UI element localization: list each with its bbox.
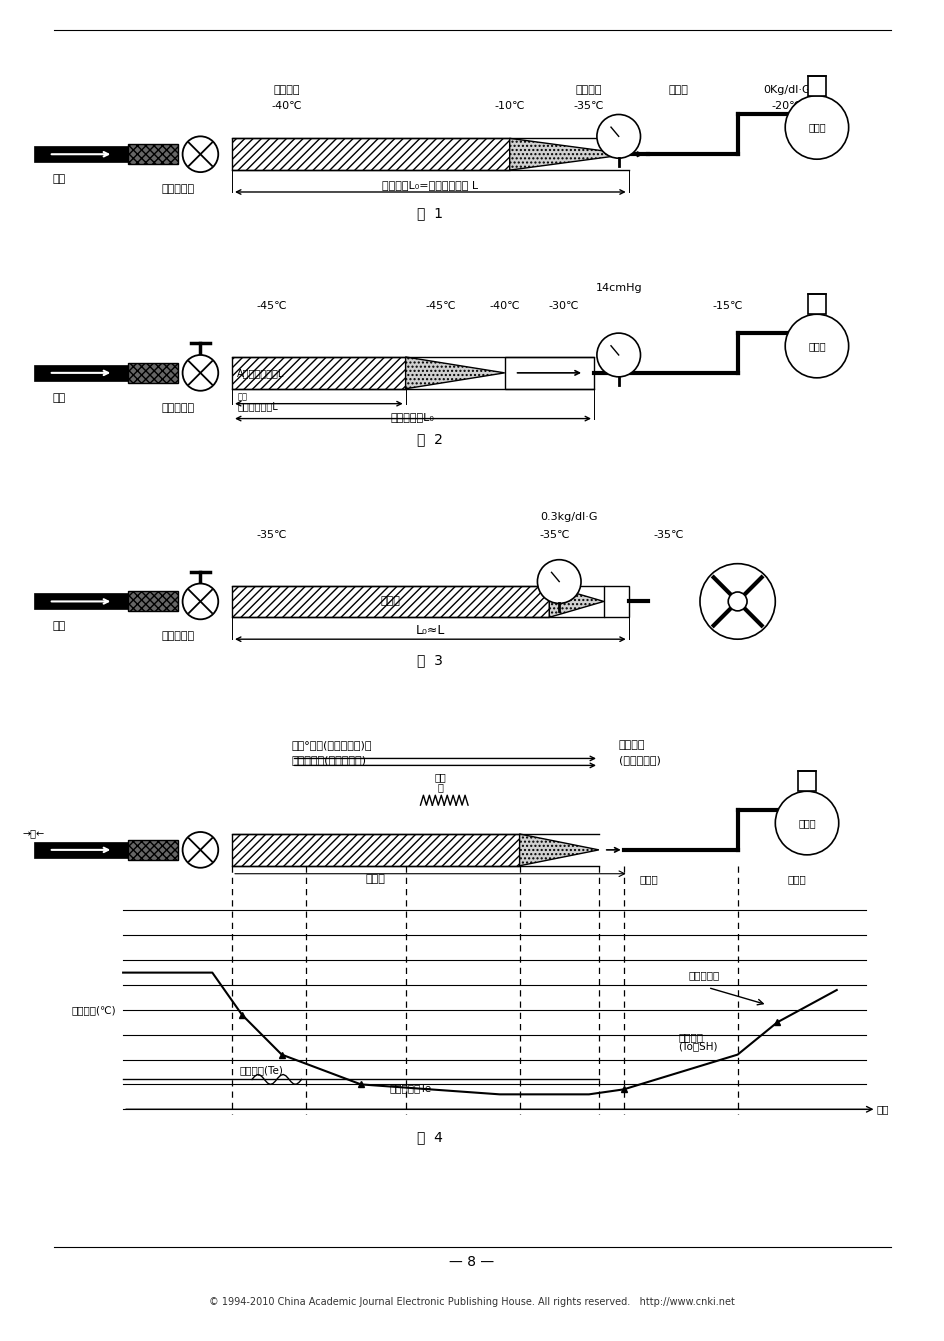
Bar — [128, 145, 177, 164]
Text: 图  3: 图 3 — [417, 653, 443, 666]
Text: 蒸发器长L₀=蒸发器有效长 L: 蒸发器长L₀=蒸发器有效长 L — [382, 180, 478, 190]
Bar — [603, 586, 628, 617]
Text: -45℃: -45℃ — [425, 302, 455, 311]
Text: 图  1: 图 1 — [417, 205, 443, 220]
Text: 液体: 液体 — [52, 174, 65, 184]
Circle shape — [774, 791, 838, 854]
Text: 入口温度(Te): 入口温度(Te) — [240, 1066, 283, 1075]
Bar — [807, 75, 825, 95]
Circle shape — [597, 333, 640, 377]
Circle shape — [728, 591, 747, 611]
Text: 吸入管: 吸入管 — [638, 874, 657, 884]
Text: 器有: 器有 — [237, 393, 246, 402]
Bar — [232, 834, 519, 866]
Text: 压缩机: 压缩机 — [807, 341, 825, 351]
Text: 各部温度(℃): 各部温度(℃) — [71, 1004, 115, 1015]
Polygon shape — [548, 586, 603, 617]
Bar — [34, 842, 128, 858]
Text: 液体°气体(有制冷能力)〉: 液体°气体(有制冷能力)〉 — [292, 740, 372, 751]
Text: 手动膨胀阀: 手动膨胀阀 — [160, 184, 194, 194]
Text: 图  4: 图 4 — [417, 1130, 443, 1144]
Circle shape — [182, 583, 218, 620]
Text: 量: 量 — [437, 782, 443, 793]
Text: 液体: 液体 — [52, 393, 65, 402]
Text: 残露: 残露 — [434, 772, 446, 782]
Text: 压缩机: 压缩机 — [787, 874, 805, 884]
Circle shape — [784, 314, 848, 378]
Text: 入口温度: 入口温度 — [273, 84, 299, 95]
Circle shape — [182, 355, 218, 390]
Text: -15℃: -15℃ — [712, 302, 742, 311]
Text: (无制冷能力): (无制冷能力) — [618, 755, 660, 766]
Polygon shape — [405, 357, 504, 389]
Bar — [232, 586, 548, 617]
Text: -35℃: -35℃ — [652, 530, 683, 540]
Text: © 1994-2010 China Academic Journal Electronic Publishing House. All rights reser: © 1994-2010 China Academic Journal Elect… — [209, 1297, 734, 1307]
Text: 蒸发器长：L₀: 蒸发器长：L₀ — [390, 412, 434, 421]
Text: 压缩机: 压缩机 — [807, 122, 825, 133]
Text: 蒸发器有效长L: 蒸发器有效长L — [237, 401, 278, 412]
Text: -35℃: -35℃ — [256, 530, 287, 540]
Bar — [34, 365, 128, 381]
Bar — [34, 594, 128, 609]
Text: -35℃: -35℃ — [538, 530, 569, 540]
Text: 位置: 位置 — [875, 1104, 888, 1114]
Circle shape — [784, 95, 848, 160]
Text: 0Kg/dl·G: 0Kg/dl·G — [763, 84, 810, 95]
Text: →液←: →液← — [23, 827, 45, 838]
Text: 14cmHg: 14cmHg — [595, 283, 641, 294]
Bar — [128, 839, 177, 860]
Circle shape — [700, 563, 774, 640]
Text: 蒸发器: 蒸发器 — [380, 597, 400, 606]
Text: -35℃: -35℃ — [573, 102, 603, 111]
Text: -10℃: -10℃ — [494, 102, 524, 111]
Bar — [232, 138, 509, 170]
Text: L₀≈L: L₀≈L — [415, 624, 445, 637]
Bar — [128, 363, 177, 382]
Text: 液体＋气体(有制冷能力): 液体＋气体(有制冷能力) — [292, 755, 366, 766]
Polygon shape — [509, 138, 628, 170]
Text: 出口温度: 出口温度 — [575, 84, 601, 95]
Text: 液体: 液体 — [52, 621, 65, 632]
Bar — [128, 591, 177, 611]
Text: 蒸发器: 蒸发器 — [365, 874, 385, 884]
Text: 出口温度: 出口温度 — [678, 1031, 702, 1042]
Text: 压力表: 压力表 — [667, 84, 687, 95]
Circle shape — [537, 559, 581, 603]
Text: 图  2: 图 2 — [417, 432, 443, 447]
Text: — 8 —: — 8 — — [449, 1255, 494, 1269]
Polygon shape — [519, 834, 598, 866]
Bar — [798, 771, 815, 791]
Bar — [34, 146, 128, 162]
Circle shape — [182, 137, 218, 172]
Text: -30℃: -30℃ — [548, 302, 579, 311]
Text: 压缩机入口: 压缩机入口 — [687, 970, 718, 980]
Text: 蒸发温度：Te: 蒸发温度：Te — [389, 1084, 431, 1093]
Text: 0.3kg/dl·G: 0.3kg/dl·G — [540, 512, 598, 522]
Circle shape — [597, 114, 640, 158]
Text: -45℃: -45℃ — [256, 302, 287, 311]
Bar — [807, 295, 825, 314]
Circle shape — [182, 831, 218, 868]
Text: (To＋SH): (To＋SH) — [678, 1042, 716, 1051]
Text: -40℃: -40℃ — [271, 102, 302, 111]
Bar — [504, 357, 593, 389]
Text: 手动膨胀阀: 手动膨胀阀 — [160, 632, 194, 641]
Text: -40℃: -40℃ — [489, 302, 519, 311]
Text: 过热气体: 过热气体 — [618, 740, 645, 751]
Text: 压缩机: 压缩机 — [798, 818, 815, 827]
Text: A蒸发器有效长L: A蒸发器有效长L — [237, 367, 284, 378]
Text: -20℃: -20℃ — [771, 102, 801, 111]
Text: 手动膨胀阀: 手动膨胀阀 — [160, 402, 194, 413]
Bar — [232, 357, 405, 389]
